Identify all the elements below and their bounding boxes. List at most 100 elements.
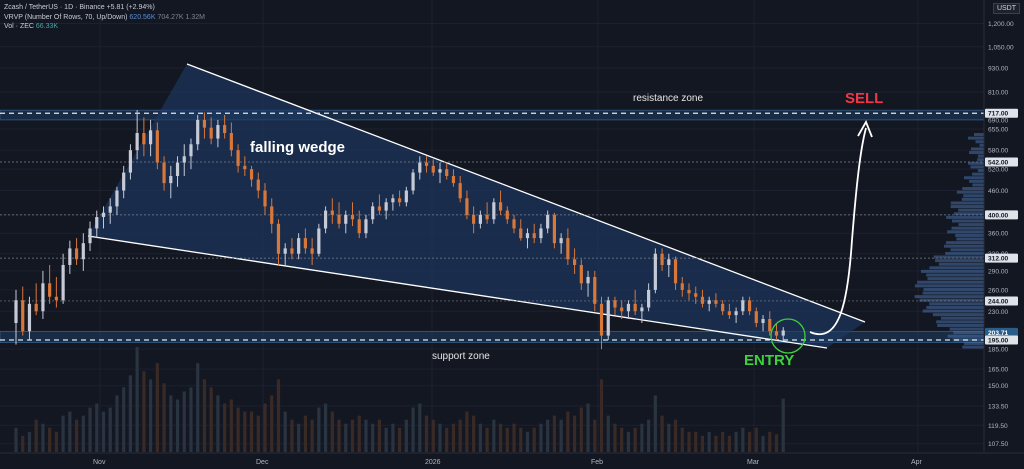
price-axis-tick: 930.00 [988, 65, 1009, 72]
volume-profile-row [955, 233, 984, 237]
volume-bar [626, 431, 631, 452]
candle [61, 253, 65, 304]
volume-bar [485, 427, 489, 452]
chart-legend: Zcash / TetherUS · 1D · Binance +5.81 (+… [4, 3, 205, 32]
volume-bar [579, 407, 583, 452]
price-tag-label: 195.00 [988, 338, 1009, 345]
volume-profile-row [929, 302, 984, 306]
volume-profile-row [969, 179, 984, 183]
price-tag-label: 400.00 [988, 212, 1009, 219]
volume-bar [21, 435, 25, 452]
candle-body [586, 276, 590, 284]
price-tag [985, 327, 1018, 337]
candle-body [162, 162, 166, 184]
candle-body [189, 144, 193, 157]
volume-bar [128, 375, 133, 452]
candle [344, 210, 348, 234]
candle [115, 186, 119, 215]
volume-bar [546, 419, 550, 452]
volume-profile-row [922, 309, 984, 313]
volume-bar [48, 427, 52, 452]
volume-bar [633, 427, 637, 452]
volume-bar [68, 411, 72, 452]
candle [768, 311, 772, 336]
volume-bar [135, 347, 139, 452]
volume-bar [243, 411, 247, 452]
volume-bar [142, 371, 146, 452]
price-axis-tick: 230.00 [988, 309, 1009, 316]
volume-profile-row [946, 215, 984, 219]
price-axis-tick: 133.50 [988, 403, 1009, 410]
candle-body [256, 179, 260, 191]
candle-body [297, 238, 301, 254]
volume-bar [371, 423, 375, 452]
candle-body [445, 169, 449, 177]
volume-profile-row [970, 147, 984, 151]
volume-profile-row [914, 284, 984, 288]
volume-bar [404, 419, 408, 452]
volume-bar [74, 419, 79, 452]
candle [297, 233, 301, 260]
volume-bar [88, 407, 92, 452]
price-axis-tick: 520.00 [988, 167, 1009, 174]
candle-body [41, 283, 45, 312]
candle [223, 114, 227, 139]
candle [411, 169, 415, 195]
price-axis-tick: 360.00 [988, 231, 1009, 238]
candle [626, 300, 631, 319]
volume-profile-row [953, 331, 984, 335]
volume-bar [599, 379, 604, 452]
candle-body [727, 311, 731, 316]
candle-body [155, 130, 159, 163]
candle [532, 223, 536, 244]
vrvp-value-3: 1.32M [185, 13, 205, 21]
candle-body [606, 300, 610, 336]
volume-bar [283, 411, 287, 452]
candle-body [700, 296, 705, 304]
volume-profile-row [958, 208, 984, 212]
time-axis-tick: 2026 [425, 459, 441, 466]
price-axis-tick: 460.00 [988, 188, 1009, 195]
price-tag [985, 253, 1018, 263]
candle [613, 296, 617, 316]
volume-profile-row [977, 169, 984, 173]
candle-body [149, 130, 153, 145]
candle [364, 214, 368, 239]
volume-profile-row [914, 295, 984, 299]
candle [593, 270, 597, 312]
candle-body [519, 228, 523, 239]
candle [290, 238, 294, 260]
candle-body [142, 133, 146, 145]
candle [640, 303, 644, 323]
candle [586, 270, 590, 297]
candle-body [95, 217, 99, 229]
volume-bar [572, 415, 577, 452]
candle-body [633, 303, 637, 312]
volume-bar [337, 419, 341, 452]
candle-body [54, 296, 58, 301]
volume-bar [411, 407, 415, 452]
candle [371, 202, 375, 224]
volume-bar [317, 407, 321, 452]
volume-bar [229, 399, 233, 452]
currency-button[interactable]: USDT [992, 3, 1020, 14]
candle-body [21, 300, 25, 332]
volume-bar [357, 415, 361, 452]
volume-profile-row [963, 341, 984, 345]
price-axis-tick: 119.50 [988, 423, 1008, 430]
candle-body [243, 165, 247, 170]
falling-wedge-shape [88, 64, 865, 348]
candle [283, 243, 287, 265]
volume-bar [155, 363, 159, 452]
symbol-label: Zcash / TetherUS · 1D · Binance [4, 4, 105, 11]
candle-body [741, 300, 745, 312]
volume-bar [620, 427, 624, 452]
candle [276, 219, 281, 265]
price-axis-tick: 185.00 [988, 347, 1009, 354]
candle-body [68, 248, 72, 265]
volume-bar [667, 423, 671, 452]
candle [189, 138, 193, 170]
volume-profile-row [950, 205, 984, 209]
candle [774, 322, 779, 340]
